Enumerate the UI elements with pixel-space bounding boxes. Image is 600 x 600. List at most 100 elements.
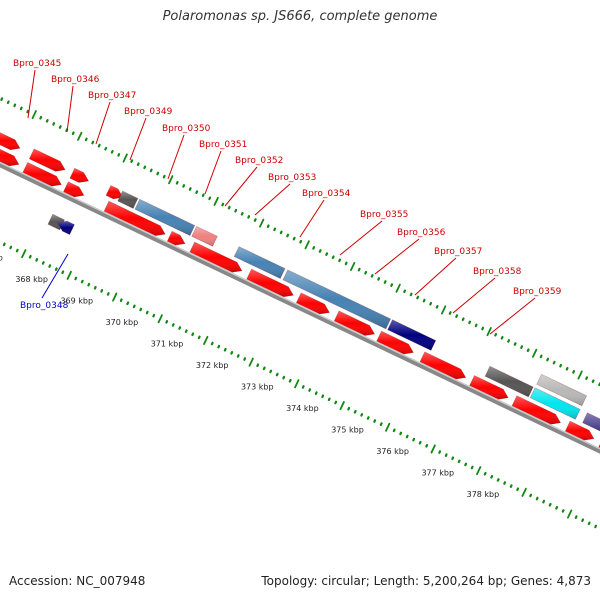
gene-red-2 (63, 181, 85, 198)
gene-red-11 (469, 375, 509, 400)
gene-label: Bpro_0347 (88, 91, 136, 101)
outer-tick-minor (104, 146, 108, 151)
backbone (0, 161, 600, 454)
outer-tick-minor (552, 360, 556, 365)
outer-tick-major (486, 327, 492, 337)
inner-tick-minor (503, 481, 507, 485)
gene-red-9-shade (376, 331, 414, 355)
inner-tick-major (294, 379, 300, 389)
outer-tick-minor (318, 249, 322, 253)
inner-tick-minor (41, 261, 45, 265)
inner-tick-minor (35, 258, 39, 262)
outer-tick-minor (58, 125, 62, 129)
inner-tick-minor (366, 416, 370, 420)
gene-red-upper-3 (105, 185, 124, 200)
gene-red-12 (511, 395, 561, 425)
gene-track (0, 132, 600, 448)
accession-text: Accession: NC_007948 (9, 574, 146, 588)
gene-red-10 (419, 351, 467, 380)
gene-red-3-shade (104, 201, 166, 236)
inner-tick-minor (314, 391, 318, 395)
inner-tick-minor (217, 344, 221, 349)
inner-tick-minor (327, 397, 331, 402)
gene-pink (191, 225, 218, 247)
outer-tick-minor (227, 205, 231, 210)
inner-tick-minor (373, 419, 377, 423)
outer-tick-major (213, 196, 219, 206)
gene-cyan (529, 387, 581, 420)
outer-tick-minor (0, 97, 4, 101)
inner-tick-minor (470, 465, 474, 470)
outer-tick-minor (494, 332, 498, 337)
outer-tick-minor (175, 180, 179, 185)
outer-tick-major (395, 283, 401, 293)
gene-blue-rev-shade (57, 221, 75, 235)
outer-tick-minor (429, 301, 433, 306)
kbp-label: 372 kbp (196, 361, 229, 370)
inner-tick-minor (171, 323, 175, 327)
inner-tick-major (521, 487, 527, 497)
inner-tick-minor (418, 440, 422, 445)
kbp-labels: 367 kbp 368 kbp 369 kbp 370 kbp 371 kbp 372 k… (0, 253, 499, 499)
outer-tick-minor (565, 366, 569, 371)
inner-tick-major (248, 357, 254, 367)
inner-tick-minor (210, 341, 214, 346)
inner-tick-minor (535, 496, 539, 501)
kbp-label: 377 kbp (421, 469, 454, 478)
outer-tick-minor (585, 376, 589, 380)
outer-tick-minor (474, 323, 478, 328)
gene-blue-c (282, 269, 391, 330)
inner-tick-major (385, 422, 391, 432)
outer-tick-minor (572, 370, 576, 374)
leader-line (41, 253, 69, 299)
inner-tick-minor (464, 462, 468, 467)
inner-tick-minor (581, 518, 585, 523)
inner-tick-minor (412, 437, 416, 442)
inner-tick-minor (106, 292, 110, 296)
gene-red-12-shade (512, 395, 561, 425)
gene-label: Bpro_0355 (360, 210, 408, 220)
inner-tick-major (339, 401, 345, 411)
inner-tick-minor (54, 267, 58, 271)
outer-tick-minor (344, 261, 348, 266)
outer-tick-major (350, 262, 356, 272)
gene-red-5-shade (189, 242, 242, 273)
inner-tick-minor (542, 499, 546, 504)
inner-tick-major (66, 270, 72, 280)
outer-tick-minor (461, 317, 465, 322)
inner-tick-minor (353, 409, 357, 414)
outer-tick-minor (370, 273, 374, 278)
gene-red-3 (103, 200, 166, 236)
leader-line (299, 199, 325, 238)
inner-tick-minor (230, 351, 234, 355)
gene-label: Bpro_0346 (51, 75, 100, 85)
outer-tick-minor (299, 239, 303, 244)
outer-tick-minor (253, 218, 257, 222)
outer-tick-minor (591, 379, 595, 384)
outer-tick-minor (526, 348, 530, 353)
inner-tick-minor (178, 326, 182, 330)
gene-blue-b (233, 246, 286, 279)
kbp-label: 371 kbp (151, 339, 184, 348)
inner-tick-minor (87, 282, 91, 287)
gene-label: Bpro_0349 (124, 107, 173, 117)
outer-tick-minor (45, 119, 49, 123)
gene-label: Bpro_0348 (20, 301, 69, 311)
inner-tick-minor (282, 375, 286, 380)
inner-tick-minor (509, 484, 513, 488)
outer-tick-minor (97, 143, 101, 148)
gene-red-13 (564, 420, 595, 441)
gene-red-10-shade (420, 351, 466, 380)
outer-tick-minor (156, 171, 160, 176)
inner-tick-major (476, 466, 482, 476)
leader-line (224, 166, 258, 207)
gene-red-6 (246, 268, 294, 298)
inner-tick-major (430, 444, 436, 454)
inner-tick-minor (80, 279, 84, 284)
outer-tick-minor (286, 233, 290, 238)
outer-tick-minor (247, 215, 251, 219)
leader-line (167, 134, 185, 180)
leader-line (452, 277, 496, 314)
inner-tick-minor (334, 400, 338, 405)
